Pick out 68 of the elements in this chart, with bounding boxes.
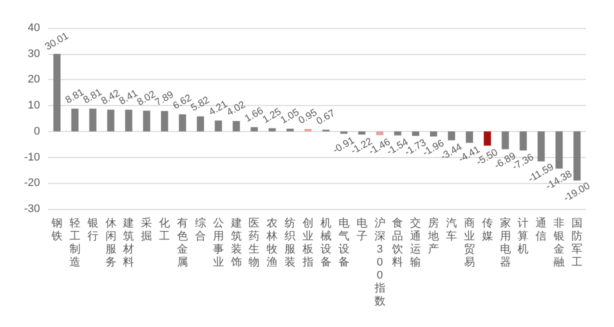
x-tick-label: 银行 [86, 218, 98, 242]
bar [232, 121, 240, 132]
y-tick-label: 40 [28, 22, 40, 34]
x-tick-label: 家用电器 [500, 216, 511, 268]
bar [484, 131, 491, 146]
y-tick-label: 20 [28, 74, 40, 86]
bar [340, 131, 348, 134]
x-tick-label: 纺织服装 [284, 216, 296, 268]
x-tick-label: 轻工制造 [69, 218, 80, 268]
x-tick-label: 汽车 [446, 218, 457, 242]
bar [143, 110, 150, 132]
bar [304, 128, 312, 132]
bar [53, 54, 61, 132]
x-tick-label: 传媒 [482, 218, 493, 242]
bar [448, 131, 456, 140]
x-tick-label: 非银金融 [552, 216, 565, 268]
x-tick-label: 钢铁 [50, 218, 62, 242]
bar [412, 131, 420, 136]
x-tick-label: 建筑装饰 [230, 216, 242, 268]
x-tick-label: 公用事业 [212, 218, 224, 268]
bar [394, 131, 402, 136]
x-tick-label: 综合 [194, 216, 206, 242]
data-label: 30.01 [43, 30, 71, 53]
x-tick-label: 沪深300指数 [373, 216, 386, 308]
bar [286, 128, 294, 132]
x-tick-label: 有色金属 [177, 218, 188, 268]
bar [376, 131, 384, 136]
x-tick-label: 食品饮料 [391, 218, 404, 268]
bar [358, 131, 366, 135]
bar [125, 110, 132, 132]
bar [196, 116, 204, 132]
x-tick-label: 商业贸易 [464, 216, 475, 268]
x-tick-label: 建筑材料 [122, 216, 134, 268]
bar [520, 131, 527, 150]
x-tick-label: 电子 [356, 216, 368, 242]
x-tick-label: 采掘 [141, 216, 152, 242]
x-tick-label: 农林牧渔 [266, 218, 278, 268]
bar [430, 131, 438, 136]
x-tick-label: 化工 [159, 218, 170, 242]
y-tick-label: 0 [34, 125, 40, 138]
x-tick-label: 电气设备 [338, 216, 350, 268]
bar [538, 131, 545, 162]
x-tick-label: 机械设备 [320, 218, 332, 268]
y-tick-label: 10 [28, 100, 40, 112]
bar [502, 131, 509, 150]
bar [214, 120, 222, 132]
bar [178, 114, 186, 132]
bar [573, 131, 581, 181]
bar [160, 111, 168, 132]
y-tick-label: -30 [24, 203, 40, 215]
x-tick-label: 房地产 [427, 216, 440, 256]
x-tick-label: 医药生物 [248, 218, 260, 268]
x-tick-label: 国防军工 [572, 218, 583, 268]
x-tick-label: 休闲服务 [105, 218, 116, 268]
bar [89, 108, 96, 132]
bar [250, 127, 258, 132]
bar [107, 110, 114, 132]
x-tick-label: 通信 [536, 216, 547, 242]
y-tick-label: -20 [24, 177, 40, 190]
bar [268, 128, 276, 132]
y-tick-label: 30 [28, 48, 40, 60]
bar [71, 108, 78, 132]
x-tick-label: 交通运输 [410, 216, 422, 268]
bar [556, 131, 563, 169]
x-tick-label: 创业板指 [302, 218, 314, 268]
bar [466, 131, 474, 143]
x-tick-label: 计算机 [518, 216, 529, 256]
y-tick-label: -10 [24, 151, 40, 164]
